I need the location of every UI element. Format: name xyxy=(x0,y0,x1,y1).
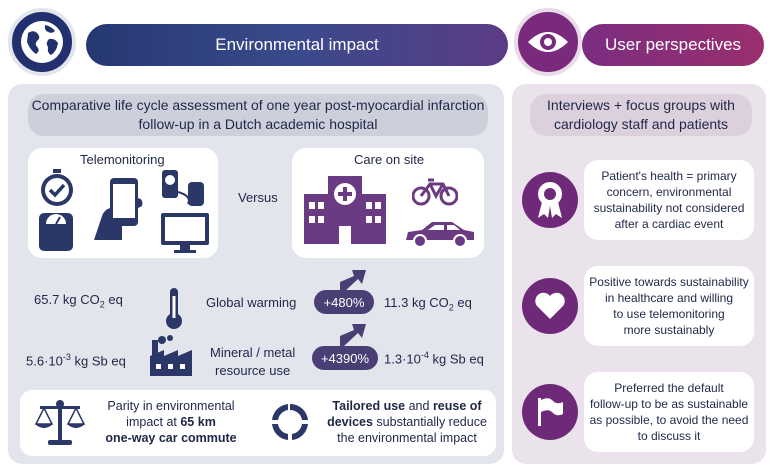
lca-subtitle: Comparative life cycle assessment of one… xyxy=(28,94,488,136)
bicycle-icon xyxy=(412,178,458,206)
heart-icon xyxy=(535,292,565,319)
global-warming-label: Global warming xyxy=(206,295,297,310)
car-icon xyxy=(406,222,474,248)
telemonitoring-label: Telemonitoring xyxy=(80,152,165,167)
interviews-subtitle: Interviews + focus groups with cardiolog… xyxy=(530,94,752,136)
eye-icon-circle xyxy=(514,8,582,76)
parity-text: Parity in environmental impact at 65 km … xyxy=(105,399,237,445)
increase-arrow-icon xyxy=(340,270,366,292)
award-circle xyxy=(522,172,578,228)
blood-pressure-monitor-icon xyxy=(162,170,204,206)
factory-icon xyxy=(150,335,192,376)
globe-icon-circle xyxy=(8,8,76,76)
computer-monitor-icon xyxy=(161,213,209,253)
perspective-item-3: Preferred the default follow-up to be as… xyxy=(584,372,754,452)
telemonitoring-sb-value: 5.6·10-3 kg Sb eq xyxy=(26,352,126,369)
conclusions-box xyxy=(20,390,496,456)
increase-arrow-icon xyxy=(340,324,366,346)
award-ribbon-icon xyxy=(538,182,562,218)
user-perspectives-title: User perspectives xyxy=(604,35,742,54)
care-sb-value: 1.3·10-4 kg Sb eq xyxy=(384,350,484,367)
perspective-item-2: Positive towards sustainability in healt… xyxy=(584,266,754,346)
globe-icon xyxy=(21,21,63,63)
perspective-item-1: Patient's health = primary concern, envi… xyxy=(584,160,754,240)
care-co2-value: 11.3 kg CO2 eq xyxy=(384,295,472,313)
eye-icon xyxy=(528,32,568,52)
user-perspectives-banner: User perspectives xyxy=(582,24,764,66)
tailored-use-text: Tailored use and reuse of devices substa… xyxy=(327,399,487,445)
thermometer-icon xyxy=(166,288,182,329)
smartphone-hand-icon xyxy=(94,178,143,240)
weighing-scale-icon xyxy=(39,213,73,251)
stopwatch-icon xyxy=(41,169,73,206)
versus-label: Versus xyxy=(238,190,278,205)
global-warming-increase-badge: +480% xyxy=(314,290,374,314)
recycle-arrows-icon xyxy=(272,403,308,440)
telemonitoring-co2-value: 65.7 kg CO2 eq xyxy=(34,292,123,310)
care-on-site-label: Care on site xyxy=(354,152,425,167)
balance-scale-icon xyxy=(34,400,86,445)
mineral-resource-label: Mineral / metal resource use xyxy=(210,345,296,378)
mineral-resource-increase-badge: +4390% xyxy=(312,346,378,370)
flag-icon xyxy=(538,398,563,426)
hospital-icon xyxy=(304,176,386,244)
environmental-impact-title: Environmental impact xyxy=(215,35,379,54)
flag-circle xyxy=(522,384,578,440)
heart-circle xyxy=(522,278,578,334)
environmental-impact-banner: Environmental impact xyxy=(86,24,508,66)
